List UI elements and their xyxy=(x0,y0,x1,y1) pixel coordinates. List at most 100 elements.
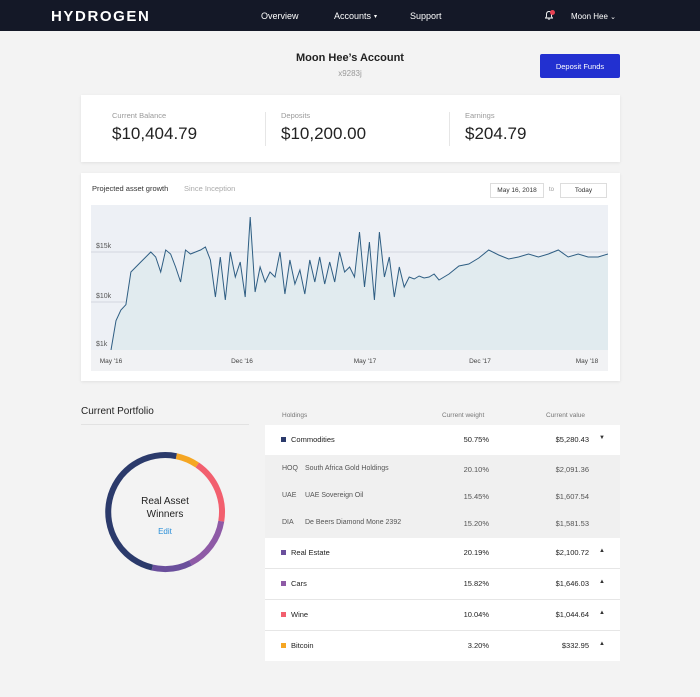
holding-weight: 10.04% xyxy=(463,610,489,619)
holding-row-wine[interactable]: Wine 10.04% $1,044.64 ▲ xyxy=(265,600,620,630)
series-line xyxy=(110,216,608,351)
holding-row-commodities[interactable]: Commodities 50.75% $5,280.43 ▼ xyxy=(265,425,620,455)
holding-value: $1,607.54 xyxy=(555,492,589,501)
nav-accounts-label: Accounts xyxy=(334,11,372,21)
top-navigation-bar: HYDROGEN Overview Accounts ▾ Support Moon… xyxy=(0,0,700,31)
divider xyxy=(81,424,249,425)
y-tick-label: $15k xyxy=(96,243,112,250)
chevron-down-icon: ▾ xyxy=(374,14,378,21)
current-balance-label: Current Balance xyxy=(112,111,167,120)
column-header-weight: Current weight xyxy=(442,412,485,419)
from-date-input[interactable]: May 16, 2018 xyxy=(490,183,544,198)
holding-weight: 3.20% xyxy=(467,641,489,650)
caret-up-icon[interactable]: ▲ xyxy=(599,610,605,616)
chevron-down-icon: ⌄ xyxy=(610,14,617,21)
portfolio-name-line2: Winners xyxy=(146,509,184,520)
x-tick-label: Dec '16 xyxy=(231,358,253,365)
color-swatch xyxy=(281,612,286,617)
color-swatch xyxy=(281,437,286,442)
holding-ticker: UAE xyxy=(282,492,297,499)
donut-segment xyxy=(175,453,199,468)
hydrogen-logo[interactable]: HYDROGEN xyxy=(51,8,151,25)
earnings-label: Earnings xyxy=(465,111,495,120)
balance-summary-card: Current Balance $10,404.79 Deposits $10,… xyxy=(81,95,620,162)
asset-growth-chart: $15k $10k $1k May '16 Dec '16 May '17 Dec '17 M… xyxy=(91,205,608,371)
portfolio-name-line1: Real Asset xyxy=(141,496,189,507)
chart-title[interactable]: Projected asset growth xyxy=(92,184,169,193)
holding-value: $1,044.64 xyxy=(555,610,589,619)
divider xyxy=(265,568,620,569)
color-swatch xyxy=(281,550,286,555)
divider xyxy=(449,112,450,146)
portfolio-name: Real Asset Winners xyxy=(104,495,226,521)
holding-weight: 15.45% xyxy=(463,492,489,501)
deposit-funds-button[interactable]: Deposit Funds xyxy=(540,54,620,78)
holding-subrow: HOQ South Africa Gold Holdings 20.10% $2… xyxy=(265,455,620,485)
holding-name: UAE Sovereign Oil xyxy=(305,492,364,499)
holding-name: Commodities xyxy=(291,435,335,444)
notification-badge xyxy=(550,10,555,15)
holding-ticker: DIA xyxy=(282,519,294,526)
holding-weight: 15.20% xyxy=(463,519,489,528)
holding-name: South Africa Gold Holdings xyxy=(305,465,389,472)
holding-value: $2,100.72 xyxy=(555,548,589,557)
portfolio-title: Current Portfolio xyxy=(81,406,154,417)
date-range-separator: to xyxy=(549,187,555,193)
divider xyxy=(265,599,620,600)
caret-down-icon[interactable]: ▼ xyxy=(599,435,605,441)
color-swatch xyxy=(281,643,286,648)
edit-portfolio-link[interactable]: Edit xyxy=(158,527,172,536)
nav-overview[interactable]: Overview xyxy=(261,11,299,21)
donut-segment xyxy=(105,452,177,571)
holding-weight: 15.82% xyxy=(463,579,489,588)
donut-segment xyxy=(189,520,225,566)
holding-value: $5,280.43 xyxy=(555,435,589,444)
y-tick-label: $10k xyxy=(96,293,112,300)
deposits-stat: Deposits $10,200.00 xyxy=(281,111,366,144)
holding-weight: 20.10% xyxy=(463,465,489,474)
deposits-value: $10,200.00 xyxy=(281,124,367,143)
portfolio-donut-chart xyxy=(105,452,225,572)
holding-value: $2,091.36 xyxy=(555,465,589,474)
holding-name: Cars xyxy=(291,579,307,588)
holding-subrow: UAE UAE Sovereign Oil 15.45% $1,607.54 xyxy=(265,482,620,512)
donut-segment xyxy=(151,560,192,572)
holding-ticker: HOQ xyxy=(282,465,298,472)
to-date-input[interactable]: Today xyxy=(560,183,607,198)
nav-accounts[interactable]: Accounts ▾ xyxy=(334,11,377,21)
y-tick-label: $1k xyxy=(96,341,108,348)
holding-value: $1,646.03 xyxy=(555,579,589,588)
nav-support[interactable]: Support xyxy=(410,11,442,21)
holding-name: Wine xyxy=(291,610,309,619)
holding-row-bitcoin[interactable]: Bitcoin 3.20% $332.95 ▲ xyxy=(265,631,620,661)
earnings-value: $204.79 xyxy=(465,124,527,143)
holding-row-real-estate[interactable]: Real Estate 20.19% $2,100.72 ▲ xyxy=(265,538,620,568)
user-name: Moon Hee xyxy=(571,12,608,21)
holding-value: $332.95 xyxy=(561,641,589,650)
account-title: Moon Hee’s Account xyxy=(296,52,404,64)
donut-segment xyxy=(195,462,225,522)
series-area xyxy=(111,217,608,350)
column-header-holdings: Holdings xyxy=(282,412,308,419)
holding-name: Bitcoin xyxy=(291,641,314,650)
user-menu[interactable]: Moon Hee ⌄ xyxy=(571,12,616,21)
divider xyxy=(265,630,620,631)
x-axis-band xyxy=(91,350,608,371)
color-swatch xyxy=(281,581,286,586)
divider xyxy=(265,112,266,146)
x-tick-label: May '18 xyxy=(576,358,599,365)
x-tick-label: May '16 xyxy=(100,358,123,365)
current-balance-stat: Current Balance $10,404.79 xyxy=(112,111,197,144)
holding-subrow: DIA De Beers Diamond Mone 2392 15.20% $1… xyxy=(265,509,620,539)
asset-growth-card: Projected asset growth Since Inception M… xyxy=(81,173,620,381)
chart-tab-since-inception[interactable]: Since Inception xyxy=(184,184,236,193)
caret-up-icon[interactable]: ▲ xyxy=(599,641,605,647)
caret-up-icon[interactable]: ▲ xyxy=(599,579,605,585)
holding-row-cars[interactable]: Cars 15.82% $1,646.03 ▲ xyxy=(265,569,620,599)
holding-name: De Beers Diamond Mone 2392 xyxy=(305,519,402,526)
caret-up-icon[interactable]: ▲ xyxy=(599,548,605,554)
column-header-value: Current value xyxy=(546,412,586,419)
account-id: x9283j xyxy=(338,69,362,78)
holding-weight: 20.19% xyxy=(463,548,489,557)
current-balance-value: $10,404.79 xyxy=(112,124,198,143)
